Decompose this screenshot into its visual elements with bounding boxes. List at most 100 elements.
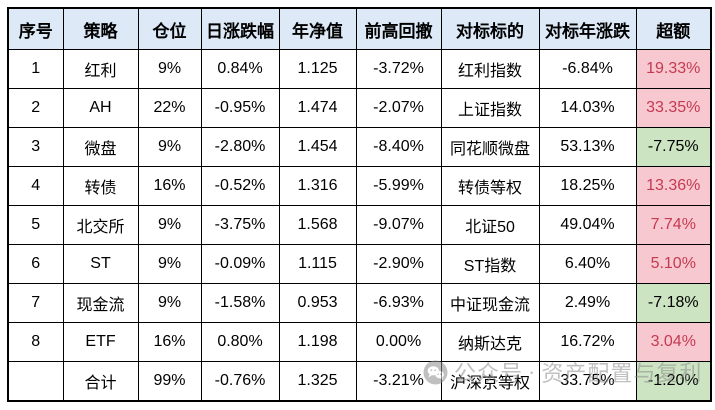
cell-strategy: 微盘 (62, 127, 139, 167)
cell-excess: 19.33% (635, 49, 712, 89)
cell-excess: 5.10% (635, 244, 712, 284)
cell-strategy: 红利 (62, 49, 139, 89)
header-cell-benchmark: 对标标的 (440, 7, 540, 50)
cell-daily-change: -1.58% (200, 283, 280, 323)
cell-annual-nav: 0.953 (278, 283, 357, 323)
cell-excess: 7.74% (635, 205, 712, 245)
cell-benchmark-annual: 49.04% (538, 205, 637, 245)
cell-drawdown: -5.99% (355, 166, 442, 206)
cell-drawdown: 0.00% (355, 322, 442, 362)
cell-benchmark: ST指数 (440, 244, 540, 284)
cell-benchmark: 同花顺微盘 (440, 127, 540, 167)
cell-daily-change: -2.80% (200, 127, 280, 167)
cell-benchmark-annual: -6.84% (538, 49, 637, 89)
cell-drawdown: -9.07% (355, 205, 442, 245)
cell-strategy: ETF (62, 322, 139, 362)
cell-strategy: AH (62, 88, 139, 128)
total-row: 合计 99% -0.76% 1.325 -3.21% 沪深京等权 33.75% -1.20% (7, 361, 712, 402)
header-cell-drawdown: 前高回撤 (355, 7, 442, 50)
cell-drawdown: -2.90% (355, 244, 442, 284)
cell-no: 8 (7, 322, 64, 362)
cell-benchmark: 纳斯达克 (440, 322, 540, 362)
cell-annual-nav: 1.474 (278, 88, 357, 128)
cell-excess: -7.75% (635, 127, 712, 167)
cell-no: 5 (7, 205, 64, 245)
cell-position: 9% (137, 283, 202, 323)
header-cell-excess: 超额 (635, 7, 712, 50)
cell-benchmark: 中证现金流 (440, 283, 540, 323)
cell-benchmark: 北证50 (440, 205, 540, 245)
cell-annual-nav: 1.198 (278, 322, 357, 362)
cell-daily-change: -3.75% (200, 205, 280, 245)
header-cell-annual-nav: 年净值 (278, 7, 357, 50)
cell-no: 2 (7, 88, 64, 128)
table-row: 3 微盘 9% -2.80% 1.454 -8.40% 同花顺微盘 53.13% -7.75% (7, 127, 712, 167)
table-row: 7 现金流 9% -1.58% 0.953 -6.93% 中证现金流 2.49% -7.18% (7, 283, 712, 323)
table-row: 1 红利 9% 0.84% 1.125 -3.72% 红利指数 -6.84% 19.33% (7, 49, 712, 89)
cell-position: 9% (137, 127, 202, 167)
header-row: 序号 策略 仓位 日涨跌幅 年净值 前高回撤 对标标的 对标年涨跌 超额 (7, 7, 712, 50)
cell-drawdown: -3.72% (355, 49, 442, 89)
cell-benchmark-annual: 53.13% (538, 127, 637, 167)
cell-daily-change: -0.52% (200, 166, 280, 206)
cell-position: 22% (137, 88, 202, 128)
cell-no: 7 (7, 283, 64, 323)
cell-strategy: 北交所 (62, 205, 139, 245)
cell-benchmark-annual: 18.25% (538, 166, 637, 206)
cell-annual-nav: 1.568 (278, 205, 357, 245)
cell-daily-change: 0.84% (200, 49, 280, 89)
cell-benchmark-annual: 14.03% (538, 88, 637, 128)
cell-annual-nav: 1.125 (278, 49, 357, 89)
cell-no: 3 (7, 127, 64, 167)
cell-excess: -1.20% (635, 361, 712, 402)
cell-benchmark-annual: 16.72% (538, 322, 637, 362)
header-cell-benchmark-annual: 对标年涨跌 (538, 7, 637, 50)
cell-excess: 33.35% (635, 88, 712, 128)
table-row: 6 ST 9% -0.09% 1.115 -2.90% ST指数 6.40% 5.10% (7, 244, 712, 284)
cell-position: 16% (137, 322, 202, 362)
cell-annual-nav: 1.454 (278, 127, 357, 167)
cell-excess: 3.04% (635, 322, 712, 362)
cell-daily-change: -0.95% (200, 88, 280, 128)
cell-annual-nav: 1.325 (278, 361, 357, 402)
cell-no: 6 (7, 244, 64, 284)
table-row: 4 转债 16% -0.52% 1.316 -5.99% 转债等权 18.25% 13.36% (7, 166, 712, 206)
table-row: 2 AH 22% -0.95% 1.474 -2.07% 上证指数 14.03% 33.35% (7, 88, 712, 128)
cell-strategy: ST (62, 244, 139, 284)
cell-benchmark-annual: 2.49% (538, 283, 637, 323)
cell-drawdown: -2.07% (355, 88, 442, 128)
cell-annual-nav: 1.316 (278, 166, 357, 206)
cell-daily-change: -0.09% (200, 244, 280, 284)
table-row: 8 ETF 16% 0.80% 1.198 0.00% 纳斯达克 16.72% 3.04% (7, 322, 712, 362)
cell-drawdown: -3.21% (355, 361, 442, 402)
cell-strategy: 现金流 (62, 283, 139, 323)
cell-benchmark-annual: 6.40% (538, 244, 637, 284)
strategy-performance-table: 序号 策略 仓位 日涨跌幅 年净值 前高回撤 对标标的 对标年涨跌 超额 1 红利… (7, 7, 712, 402)
cell-daily-change: 0.80% (200, 322, 280, 362)
cell-benchmark: 上证指数 (440, 88, 540, 128)
cell-no: 4 (7, 166, 64, 206)
cell-no (7, 361, 64, 402)
cell-position: 99% (137, 361, 202, 402)
cell-position: 9% (137, 205, 202, 245)
cell-drawdown: -6.93% (355, 283, 442, 323)
header-cell-strategy: 策略 (62, 7, 139, 50)
cell-position: 9% (137, 244, 202, 284)
cell-position: 9% (137, 49, 202, 89)
cell-benchmark-annual: 33.75% (538, 361, 637, 402)
cell-excess: -7.18% (635, 283, 712, 323)
cell-position: 16% (137, 166, 202, 206)
header-cell-no: 序号 (7, 7, 64, 50)
cell-annual-nav: 1.115 (278, 244, 357, 284)
table-row: 5 北交所 9% -3.75% 1.568 -9.07% 北证50 49.04% 7.74% (7, 205, 712, 245)
cell-excess: 13.36% (635, 166, 712, 206)
cell-benchmark: 转债等权 (440, 166, 540, 206)
header-cell-position: 仓位 (137, 7, 202, 50)
cell-strategy: 转债 (62, 166, 139, 206)
header-cell-daily-change: 日涨跌幅 (200, 7, 280, 50)
cell-no: 1 (7, 49, 64, 89)
cell-strategy: 合计 (62, 361, 139, 402)
cell-drawdown: -8.40% (355, 127, 442, 167)
cell-benchmark: 沪深京等权 (440, 361, 540, 402)
